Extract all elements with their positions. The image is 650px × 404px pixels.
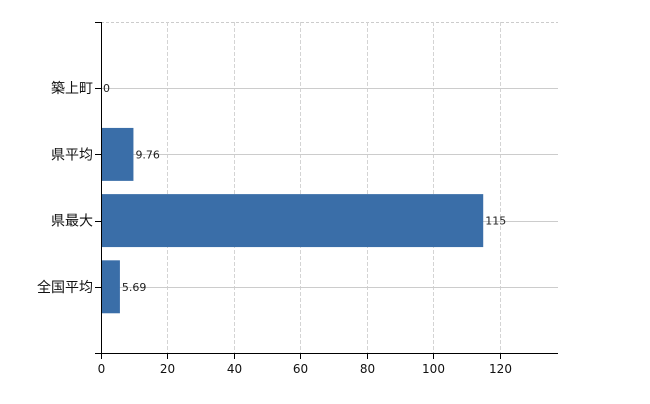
x-tick-label: 0	[98, 362, 106, 376]
category-label: 全国平均	[37, 279, 93, 296]
x-tick-label: 40	[227, 362, 242, 376]
bar	[101, 260, 120, 314]
data-label: 115	[485, 215, 506, 228]
labels: 0 築上町 9.76 県平均 115 県最大 5.69 全国平均 0 20 40 60 80 100 120	[37, 81, 512, 376]
x-tick-label: 60	[293, 362, 308, 376]
data-label: 5.69	[122, 281, 147, 294]
data-label: 0	[103, 82, 110, 95]
bar	[101, 194, 484, 248]
grid	[101, 22, 558, 353]
x-tick-label: 100	[422, 362, 445, 376]
x-tick-label: 20	[160, 362, 175, 376]
category-label: 県平均	[51, 147, 93, 163]
x-tick-label: 80	[360, 362, 375, 376]
category-label: 県最大	[51, 214, 93, 230]
x-tick-label: 120	[489, 362, 512, 376]
bars	[101, 127, 484, 314]
data-label: 9.76	[135, 148, 160, 161]
bar	[101, 127, 134, 181]
axes	[95, 22, 558, 359]
category-label: 築上町	[51, 81, 93, 97]
